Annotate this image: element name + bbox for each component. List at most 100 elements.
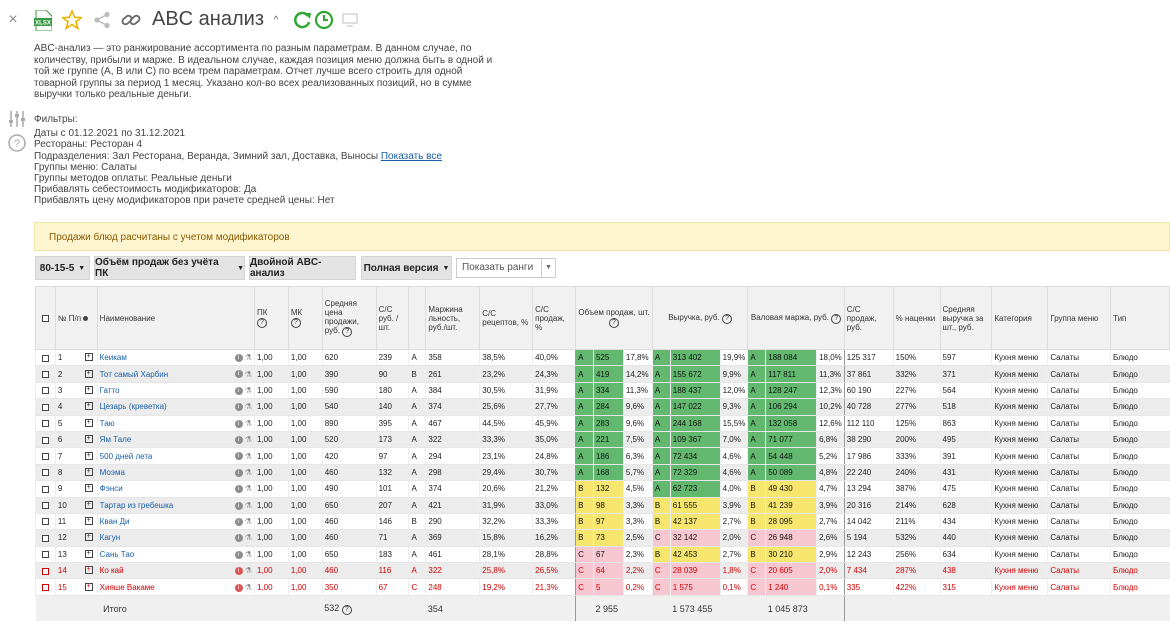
row-checkbox[interactable] [41,567,49,575]
row-name-cell[interactable]: Хияше Вакаме i ⚗ [96,578,255,596]
row-select-cell[interactable] [35,497,56,514]
table-row[interactable]: 14 + Ко кай i ⚗ 1,00 1,00 460 116 A 322 25,8% 26,5%… [35,562,1170,580]
select-all-checkbox[interactable] [41,314,49,322]
table-row[interactable]: 11 + Кван Ди i ⚗ 1,00 1,00 460 146 B 290 32,2% 33,3… [35,513,1170,531]
help-icon[interactable]: ? [721,313,732,324]
row-name[interactable]: Таю [99,418,115,428]
avg-price-header[interactable]: Средняя цена продажи, руб. ? [321,286,377,350]
monitor-icon[interactable] [341,12,359,28]
table-row[interactable]: 12 + Кагун i ⚗ 1,00 1,00 460 71 A 369 15,8% 16,2% B 7… [35,529,1170,547]
close-icon[interactable]: × [8,11,18,28]
type-header[interactable]: Тип [1110,286,1170,350]
cost-header[interactable]: С/С руб. /шт. [375,286,410,350]
help-icon[interactable]: ? [8,134,26,152]
row-checkbox[interactable] [41,485,49,493]
expand-icon[interactable]: + [84,418,93,427]
info-icon[interactable]: i [234,468,243,477]
info-icon[interactable]: i [234,403,243,412]
table-row[interactable]: 5 + Таю i ⚗ 1,00 1,00 890 395 A 467 44,5% 45,9% A 283… [35,415,1170,432]
table-row[interactable]: 2 + Тот самый Харбин i ⚗ 1,00 1,00 390 90 B 261 23… [35,365,1170,383]
recipe-icon[interactable]: ⚗ [244,500,252,510]
help-icon[interactable]: ? [608,318,619,328]
info-icon[interactable]: i [234,583,243,592]
table-row[interactable]: 3 + Гатто i ⚗ 1,00 1,00 590 180 A 384 30,5% 31,9% A 3… [35,382,1170,400]
row-name[interactable]: Кеикам [99,353,127,363]
expand-icon[interactable]: + [84,369,93,378]
row-name[interactable]: Сань Тао [99,549,135,559]
row-select-cell[interactable] [35,513,56,531]
expand-icon[interactable]: + [84,451,93,460]
row-name[interactable]: Моэма [99,467,125,477]
help-icon[interactable]: ? [342,327,353,337]
row-name-cell[interactable]: Тот самый Харбин i ⚗ [96,365,255,383]
row-name[interactable]: Гатто [99,385,120,395]
row-select-cell[interactable] [35,529,56,547]
expand-icon[interactable]: + [84,500,93,509]
row-name-cell[interactable]: Фэнси i ⚗ [96,480,255,498]
row-checkbox[interactable] [41,387,49,395]
table-row[interactable]: 7 +500 дней лета i ⚗ 1,00 1,00 420 97 A 294 23,1%… [35,447,1170,465]
category-header[interactable]: Категория [991,286,1049,350]
info-icon[interactable]: i [234,517,243,526]
row-name-cell[interactable]: Кеикам i ⚗ [96,349,255,367]
row-name-cell[interactable]: Гатто i ⚗ [96,382,255,400]
recipe-icon[interactable]: ⚗ [244,435,252,445]
row-name-cell[interactable]: Тартар из гребешка i ⚗ [96,497,255,514]
row-name-cell[interactable]: Моэма i ⚗ [96,464,255,482]
row-checkbox[interactable] [41,354,49,362]
row-select-cell[interactable] [35,365,56,383]
row-name-cell[interactable]: Таю i ⚗ [96,415,255,432]
row-name-cell[interactable]: Сань Тао i ⚗ [96,546,255,564]
info-icon[interactable]: i [234,550,243,559]
recipe-icon[interactable]: ⚗ [244,385,252,395]
help-icon[interactable]: ? [341,604,352,615]
revenue-header[interactable]: Выручка, руб. ? [651,286,749,350]
star-icon[interactable] [62,10,82,30]
pct-markup-header[interactable]: % наценки [892,286,941,350]
row-name[interactable]: Тот самый Харбин [99,369,169,379]
recipe-icon[interactable]: ⚗ [244,353,252,363]
expand-icon[interactable]: + [84,549,93,558]
row-name-cell[interactable]: Ям Тале i ⚗ [96,431,255,449]
info-icon[interactable]: i [234,386,243,395]
row-name-cell[interactable]: Кагун i ⚗ [96,529,255,547]
gross-header[interactable]: Валовая маржа, руб. ? [747,286,845,350]
collapse-icon[interactable]: ^ [273,14,279,26]
row-name[interactable]: Фэнси [99,484,123,494]
sort-icon[interactable] [83,315,89,321]
row-name[interactable]: Цезарь (креветка) [99,402,167,412]
table-row[interactable]: 13 + Сань Тао i ⚗ 1,00 1,00 650 183 A 461 28,1% 28,… [35,546,1170,564]
row-checkbox[interactable] [41,534,49,542]
volume-header[interactable]: Объем продаж, шт. ? [575,286,653,350]
cost-recipe-header[interactable]: С/С рецептов, % [479,286,534,350]
row-name[interactable]: Хияше Вакаме [99,582,155,592]
info-icon[interactable]: i [234,419,243,428]
expand-icon[interactable]: + [84,402,93,411]
table-row[interactable]: 6 + Ям Тале i ⚗ 1,00 1,00 520 173 A 322 33,3% 35,0%… [35,431,1170,449]
row-name[interactable]: 500 дней лета [99,451,153,461]
row-checkbox[interactable] [41,420,49,428]
info-icon[interactable]: i [234,370,243,379]
expand-icon[interactable]: + [84,533,93,542]
cost-rub-header[interactable]: С/С продаж, руб. [843,286,894,350]
row-checkbox[interactable] [41,518,49,526]
row-name[interactable]: Кагун [99,533,121,543]
recipe-icon[interactable]: ⚗ [244,451,252,461]
expand-icon[interactable]: + [84,566,93,575]
xlsx-export-icon[interactable]: XLSX [34,10,52,31]
row-checkbox[interactable] [41,584,49,592]
row-checkbox[interactable] [41,502,49,510]
info-icon[interactable]: i [234,501,243,510]
info-icon[interactable]: i [234,436,243,445]
expand-icon[interactable]: + [84,517,93,526]
ratio-dropdown[interactable]: 80-15-5 ▼ [35,256,90,280]
row-select-cell[interactable] [35,349,56,367]
recipe-icon[interactable]: ⚗ [244,549,252,559]
row-name-cell[interactable]: Ко кай i ⚗ [96,562,255,580]
help-icon[interactable]: ? [290,318,301,328]
row-name[interactable]: Тартар из гребешка [99,500,174,510]
num-header[interactable]: № П/п [54,286,98,350]
refresh-icon[interactable] [292,10,312,30]
recipe-icon[interactable]: ⚗ [244,402,252,412]
info-icon[interactable]: i [234,534,243,543]
